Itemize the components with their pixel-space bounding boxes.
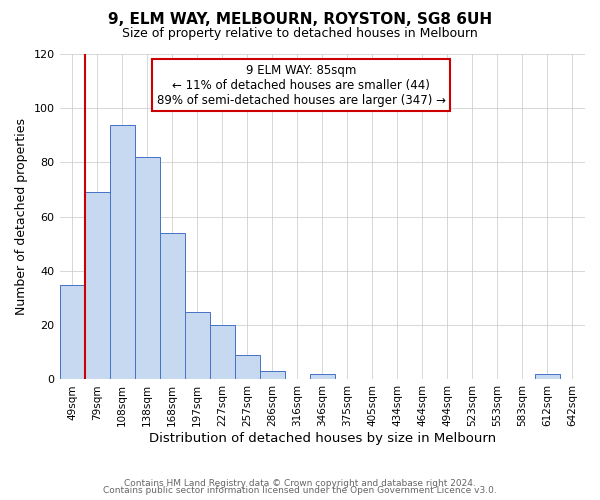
Text: Size of property relative to detached houses in Melbourn: Size of property relative to detached ho… [122, 28, 478, 40]
Y-axis label: Number of detached properties: Number of detached properties [15, 118, 28, 315]
Bar [110, 124, 134, 380]
Bar [59, 284, 85, 380]
Bar [85, 192, 110, 380]
Text: Contains HM Land Registry data © Crown copyright and database right 2024.: Contains HM Land Registry data © Crown c… [124, 478, 476, 488]
Bar [209, 325, 235, 380]
Text: 9, ELM WAY, MELBOURN, ROYSTON, SG8 6UH: 9, ELM WAY, MELBOURN, ROYSTON, SG8 6UH [108, 12, 492, 28]
Bar [310, 374, 335, 380]
Bar [535, 374, 560, 380]
Text: Contains public sector information licensed under the Open Government Licence v3: Contains public sector information licen… [103, 486, 497, 495]
Text: 9 ELM WAY: 85sqm
← 11% of detached houses are smaller (44)
89% of semi-detached : 9 ELM WAY: 85sqm ← 11% of detached house… [157, 64, 446, 107]
Bar [260, 372, 285, 380]
Bar [185, 312, 209, 380]
Bar [160, 233, 185, 380]
X-axis label: Distribution of detached houses by size in Melbourn: Distribution of detached houses by size … [149, 432, 496, 445]
Bar [235, 355, 260, 380]
Bar [134, 157, 160, 380]
